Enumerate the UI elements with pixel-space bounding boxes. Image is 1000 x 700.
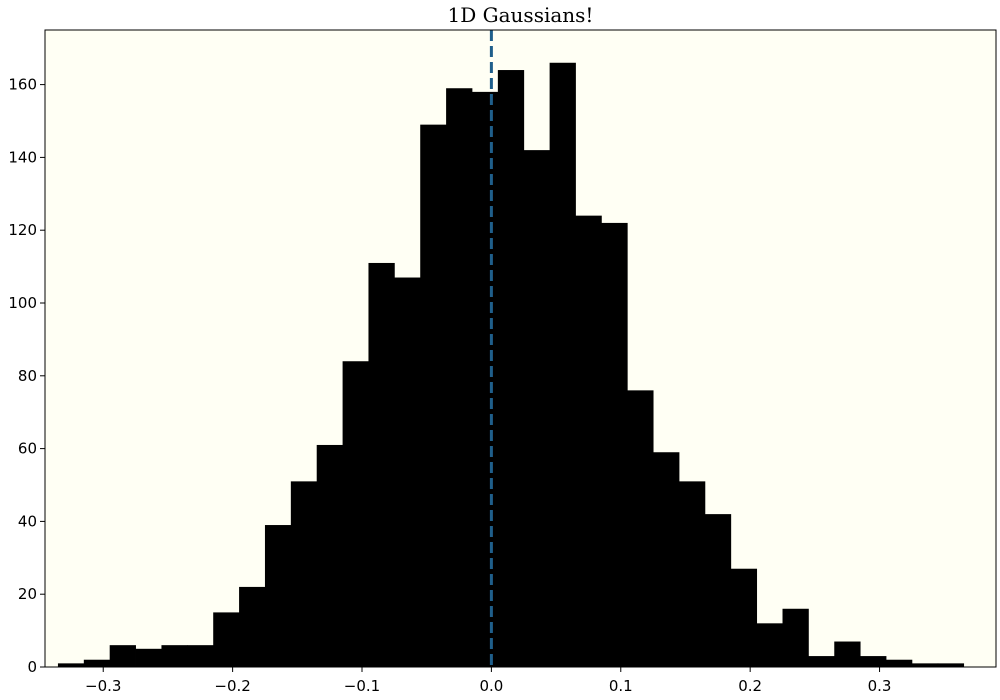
- histogram-bar: [187, 645, 214, 667]
- histogram-bar: [549, 62, 576, 667]
- x-tick-label: −0.2: [214, 677, 250, 695]
- histogram-bar: [834, 641, 861, 667]
- y-tick-label: 0: [27, 658, 37, 676]
- histogram-bar: [394, 277, 421, 667]
- histogram-bar: [653, 452, 680, 667]
- histogram-bar: [601, 222, 628, 668]
- histogram-bar: [239, 586, 266, 667]
- histogram-bar: [264, 525, 292, 667]
- y-tick-label: 160: [8, 76, 37, 94]
- histogram-bar: [497, 70, 525, 668]
- y-tick-label: 80: [18, 367, 37, 385]
- histogram-bar: [213, 612, 240, 667]
- x-tick-label: 0.0: [479, 677, 503, 695]
- y-tick-label: 120: [8, 221, 37, 239]
- histogram-bar: [368, 262, 395, 667]
- histogram-bar: [420, 124, 447, 667]
- x-tick-label: 0.1: [609, 677, 633, 695]
- x-tick-label: −0.3: [85, 677, 121, 695]
- histogram-bar: [627, 390, 654, 667]
- plot-frame: [44, 29, 997, 668]
- histogram-bar: [135, 648, 162, 667]
- x-tick-label: 0.2: [738, 677, 762, 695]
- histogram-bar: [937, 663, 965, 667]
- histogram-bars: [57, 62, 965, 668]
- histogram-bar: [860, 656, 887, 667]
- histogram-bar: [911, 663, 939, 667]
- histogram-bar: [704, 514, 732, 667]
- histogram-bar: [808, 656, 835, 667]
- chart-title: 1D Gaussians!: [448, 3, 594, 27]
- x-axis-ticks: −0.3 −0.2 −0.1 0.0 0.1 0.2 0.3: [85, 667, 891, 695]
- histogram-bar: [756, 623, 783, 667]
- histogram-bar: [83, 659, 111, 667]
- histogram-bar: [446, 88, 473, 668]
- y-tick-label: 20: [18, 585, 37, 603]
- histogram-bar: [342, 361, 369, 667]
- histogram-bar: [730, 568, 758, 667]
- histogram-bar: [290, 481, 318, 667]
- y-tick-label: 60: [18, 440, 37, 458]
- y-axis-ticks: 0 20 40 60 80 100 120 140 160: [8, 76, 45, 676]
- histogram-bar: [523, 150, 551, 667]
- y-tick-label: 40: [18, 512, 37, 530]
- histogram-bar: [886, 659, 913, 667]
- histogram-bar: [471, 91, 499, 667]
- histogram-bar: [161, 645, 188, 667]
- histogram-bar: [679, 481, 706, 667]
- histogram-bar: [109, 645, 136, 667]
- y-tick-label: 140: [8, 148, 37, 166]
- x-tick-label: −0.1: [344, 677, 380, 695]
- histogram-bar: [782, 608, 809, 667]
- histogram-bar: [57, 663, 85, 667]
- y-tick-label: 100: [8, 294, 37, 312]
- x-tick-label: 0.3: [868, 677, 892, 695]
- histogram-bar: [316, 444, 343, 667]
- histogram-bar: [575, 215, 602, 667]
